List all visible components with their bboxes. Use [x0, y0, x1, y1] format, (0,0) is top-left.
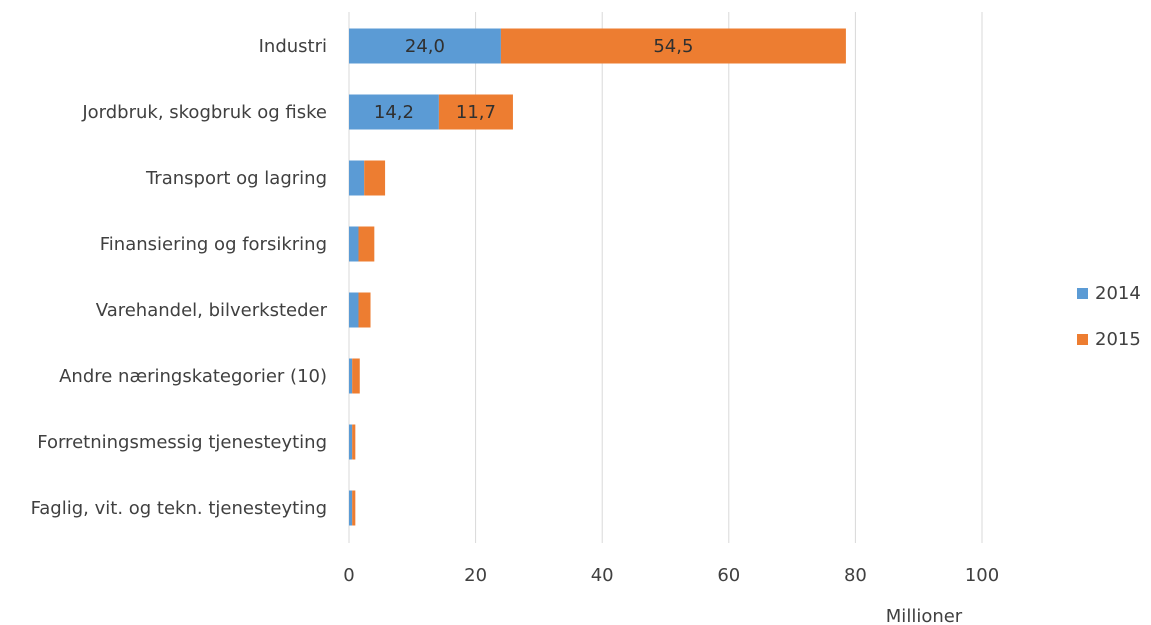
bar-2014-2: [349, 160, 365, 196]
category-labels: Industri Jordbruk, skogbruk og fiske Trans…: [31, 36, 328, 519]
data-label-2014-1: 14,2: [374, 102, 414, 123]
category-label: Transport og lagring: [145, 168, 327, 189]
bar-2014-1: [349, 94, 439, 130]
bar-2014-7: [349, 490, 353, 526]
bar-2015-5: [352, 358, 360, 394]
category-label: Forretningsmessig tjenesteyting: [37, 432, 327, 453]
bar-2015-0: [500, 28, 846, 64]
bar-2015-1: [438, 94, 513, 130]
bar-2014-6: [349, 424, 353, 460]
legend-swatch-2015: [1077, 334, 1088, 345]
x-tick-label-100: 100: [965, 565, 999, 586]
category-label: Industri: [259, 36, 327, 57]
category-label: Andre næringskategorier (10): [59, 366, 327, 387]
gridlines: [348, 12, 983, 543]
category-label: Faglig, vit. og tekn. tjenesteyting: [31, 498, 327, 519]
bar-2015-3: [358, 226, 375, 262]
x-tick-labels: 0 20 40 60 80 100: [343, 565, 999, 586]
bar-2015-4: [358, 292, 371, 328]
data-label-2015-1: 11,7: [456, 102, 496, 123]
x-tick-label-0: 0: [343, 565, 354, 586]
x-tick-label-80: 80: [844, 565, 867, 586]
bar-2014-3: [349, 226, 359, 262]
bar-2014-5: [349, 358, 353, 394]
bar-2014-0: [349, 28, 501, 64]
legend-label-2014: 2014: [1095, 283, 1141, 304]
legend-swatch-2014: [1077, 288, 1088, 299]
x-tick-label-40: 40: [591, 565, 614, 586]
category-label: Jordbruk, skogbruk og fiske: [81, 102, 327, 123]
legend-label-2015: 2015: [1095, 329, 1141, 350]
bar-2015-2: [364, 160, 386, 196]
bar-2015-7: [352, 490, 356, 526]
data-label-2014-0: 24,0: [405, 36, 445, 57]
bar-2015-6: [352, 424, 356, 460]
x-tick-label-20: 20: [464, 565, 487, 586]
bar-2014-4: [349, 292, 359, 328]
data-labels: 24,0 54,5 14,2 11,7: [374, 36, 694, 123]
x-tick-label-60: 60: [717, 565, 740, 586]
legend: 2014 2015: [1077, 283, 1141, 350]
category-label: Varehandel, bilverksteder: [96, 300, 328, 321]
data-label-2015-0: 54,5: [653, 36, 693, 57]
category-label: Finansiering og forsikring: [100, 234, 327, 255]
x-axis-title: Millioner: [886, 606, 963, 625]
bars: [349, 28, 846, 526]
